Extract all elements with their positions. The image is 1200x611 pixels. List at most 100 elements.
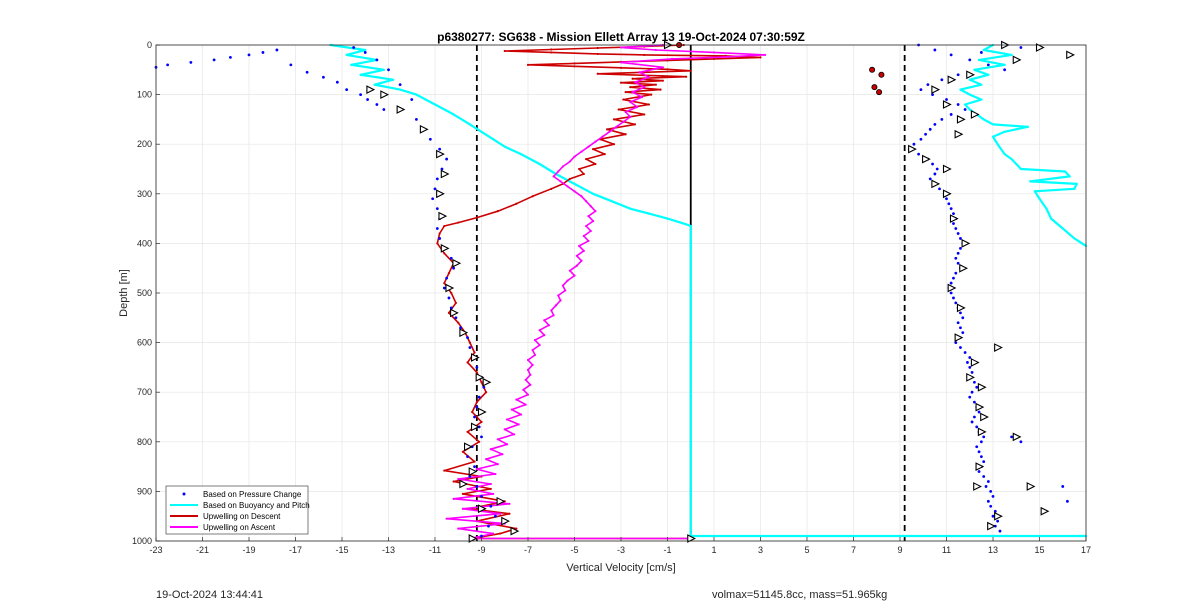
pressure-change-point [454,316,458,320]
pressure-change-point [1010,435,1013,439]
upwelling-descent-line-point [473,460,476,463]
red-marker-point [876,89,883,96]
y-tick-label: 100 [137,90,152,100]
pressure-change-point [924,132,927,136]
pressure-change-point [947,202,951,206]
buoyancy-pitch-descent-line-point [689,242,692,245]
upwelling-ascent-line-point [566,279,569,282]
pressure-change-point [452,266,455,270]
buoyancy-pitch-ascent-line-point [973,68,976,71]
upwelling-descent-line-point [489,487,492,491]
pressure-change-point [466,336,469,340]
buoyancy-pitch-ascent-line-point [977,58,981,61]
pressure-change-point [189,60,193,64]
triangle-marker [450,308,459,318]
upwelling-ascent-line-point [638,71,641,74]
upwelling-ascent-line-point [564,289,567,292]
pressure-change-point [475,485,479,488]
upwelling-ascent-line-point [533,353,537,357]
pressure-change-point [445,157,449,161]
pressure-change-point [973,415,976,419]
upwelling-ascent-line-point [538,329,541,332]
x-tick-label: -3 [617,545,625,555]
upwelling-ascent-line-point [526,368,530,371]
buoyancy-pitch-ascent-line-point [980,98,983,101]
buoyancy-pitch-ascent-line-point [1003,153,1006,156]
upwelling-descent-line-point [508,512,511,515]
pressure-change-point [459,326,462,330]
pressure-change-point [973,400,976,404]
red-marker-point [878,71,885,78]
pressure-change-point [410,98,414,101]
pressure-change-point [494,514,497,518]
upwelling-descent-line-point [712,57,716,60]
x-tick-label: -21 [196,545,209,555]
pressure-change-point [933,48,937,52]
pressure-change-point [989,490,993,493]
buoyancy-pitch-ascent-line-point [1068,175,1071,178]
triangle-marker [987,521,996,531]
upwelling-ascent-line-point [619,46,623,49]
footer-timestamp: 19-Oct-2024 13:44:41 [156,589,264,601]
grid [155,44,1087,542]
buoyancy-pitch-descent-line-point [359,73,362,76]
buoyancy-pitch-descent-line-point [666,217,669,220]
pressure-change-point [438,147,442,151]
buoyancy-pitch-descent-line-point [689,440,692,443]
upwelling-ascent-line-point [517,423,520,426]
pressure-change-point [345,88,349,92]
x-tick-label: -7 [524,545,532,555]
series [154,43,1088,540]
y-tick-label: 900 [137,486,152,496]
triangle-marker [931,85,941,95]
triangle-marker [366,85,376,95]
upwelling-descent-line-point [447,272,451,275]
triangle-marker [440,243,450,253]
upwelling-descent-line-point [475,216,478,219]
upwelling-descent-line-point [643,53,646,57]
y-tick-label: 700 [137,387,152,397]
pressure-change-point [949,207,953,211]
pressure-change-point [487,524,490,528]
upwelling-descent-line-point [585,157,588,161]
upwelling-ascent-line-point [671,57,674,60]
triangle-marker [396,105,406,114]
pressure-change-point [445,276,449,280]
pressure-change-point [945,197,948,201]
pressure-change-point [968,366,972,369]
pressure-change-point [959,346,962,349]
buoyancy-pitch-ascent-line-point [996,143,999,146]
upwelling-ascent-line-point [492,492,495,495]
pressure-change-point [996,519,1000,523]
upwelling-ascent-line-point [573,155,576,158]
pressure-change-point [468,475,472,478]
upwelling-ascent-line-point [582,249,585,252]
pressure-change-point [442,286,446,290]
pressure-change-point [435,177,439,181]
triangle-marker [947,283,957,293]
upwelling-ascent-line-point [501,453,504,456]
upwelling-descent-line-point [526,63,530,66]
upwelling-descent-line-point [685,75,688,78]
upwelling-ascent-line-point [587,215,590,218]
upwelling-descent-line-point [457,221,460,224]
upwelling-ascent-line-point [582,234,585,238]
upwelling-ascent-line-point [522,388,525,391]
pressure-change-point [375,103,379,106]
upwelling-ascent-line-point [512,433,516,436]
upwelling-descent-line-point [582,172,585,176]
pressure-change-point [375,58,379,62]
pressure-change-point [305,70,309,74]
upwelling-ascent-line-point [499,512,502,515]
pressure-change-point [970,420,974,424]
upwelling-ascent-line-point [640,95,644,99]
pressure-change-point [938,187,941,191]
upwelling-ascent-line-point [594,140,597,143]
pressure-change-point [480,494,483,498]
pressure-change-point [966,361,969,364]
upwelling-ascent-line-point [531,348,534,352]
triangle-marker [459,328,469,338]
buoyancy-pitch-descent-line-point [373,83,376,86]
buoyancy-pitch-ascent-line-point [964,103,967,106]
upwelling-ascent-line-point [496,438,499,441]
